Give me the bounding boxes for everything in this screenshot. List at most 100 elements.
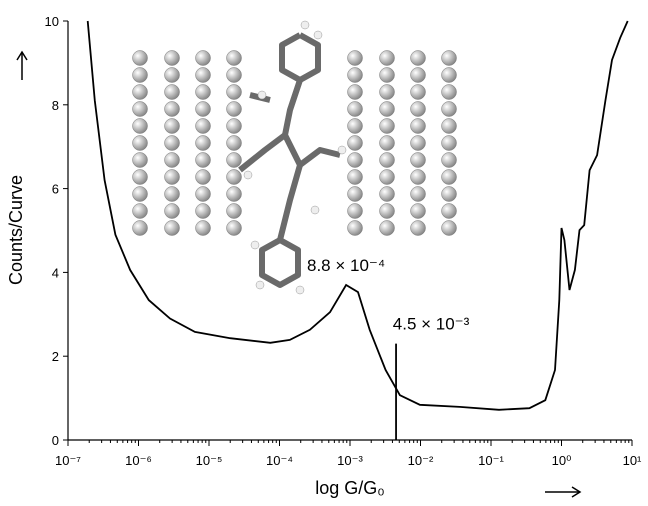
gold-atom	[347, 118, 363, 134]
gold-atom	[195, 152, 211, 168]
gold-atom	[195, 203, 211, 219]
annotation: 8.8 × 10⁻⁴	[307, 256, 385, 275]
hydrogen-atom	[313, 30, 323, 40]
gold-atom	[410, 50, 426, 66]
gold-atom	[379, 67, 395, 83]
gold-atom	[164, 152, 180, 168]
gold-atom	[132, 84, 148, 100]
x-axis-label: log G/G₀	[315, 478, 385, 498]
hydrogen-atom	[295, 285, 305, 295]
gold-atom	[347, 101, 363, 117]
gold-atom	[410, 101, 426, 117]
gold-atom	[195, 135, 211, 151]
gold-atom	[410, 220, 426, 236]
gold-atom	[441, 50, 457, 66]
gold-atom	[195, 101, 211, 117]
gold-atom	[132, 50, 148, 66]
gold-atom	[226, 169, 242, 185]
gold-atom	[347, 135, 363, 151]
gold-atom	[347, 67, 363, 83]
gold-atom	[379, 203, 395, 219]
gold-atom	[132, 186, 148, 202]
gold-atom	[164, 220, 180, 236]
gold-atom	[195, 50, 211, 66]
gold-atom	[164, 118, 180, 134]
y-tick-label: 4	[52, 265, 59, 280]
gold-atom	[441, 135, 457, 151]
gold-atom	[347, 152, 363, 168]
gold-atom	[226, 152, 242, 168]
gold-atom	[379, 118, 395, 134]
gold-atom	[347, 220, 363, 236]
gold-atom	[164, 50, 180, 66]
x-tick-label: 10⁰	[552, 453, 572, 468]
molecule-bond	[298, 147, 341, 168]
gold-atom	[347, 203, 363, 219]
gold-atom	[410, 169, 426, 185]
gold-atom	[226, 50, 242, 66]
gold-atom	[195, 220, 211, 236]
gold-atom	[410, 118, 426, 134]
molecule-bond	[259, 237, 301, 288]
hydrogen-atom	[255, 280, 265, 290]
gold-atom	[379, 50, 395, 66]
molecule-illustration	[132, 20, 457, 295]
hydrogen-atom	[300, 20, 310, 30]
gold-atom	[410, 84, 426, 100]
gold-atom	[132, 118, 148, 134]
gold-atom	[410, 203, 426, 219]
y-tick-label: 10	[45, 14, 59, 29]
annotation: 4.5 × 10⁻³	[393, 315, 470, 334]
gold-atom	[441, 152, 457, 168]
y-axis-label: Counts/Curve	[6, 175, 26, 285]
gold-atom	[226, 67, 242, 83]
gold-atom	[164, 101, 180, 117]
x-tick-label: 10⁻³	[337, 453, 363, 468]
gold-atom	[132, 67, 148, 83]
y-tick-label: 6	[52, 182, 59, 197]
gold-atom	[132, 152, 148, 168]
x-tick-label: 10¹	[623, 453, 642, 468]
gold-atom	[379, 84, 395, 100]
gold-atom	[132, 203, 148, 219]
gold-atom	[226, 84, 242, 100]
gold-atom	[347, 84, 363, 100]
gold-atom	[226, 118, 242, 134]
gold-atom	[441, 67, 457, 83]
gold-atom	[226, 186, 242, 202]
gold-atom	[164, 67, 180, 83]
hydrogen-atom	[257, 90, 267, 100]
gold-atom	[410, 186, 426, 202]
gold-atom	[164, 186, 180, 202]
hydrogen-atom	[243, 170, 253, 180]
gold-atom	[195, 84, 211, 100]
gold-atom	[441, 118, 457, 134]
hydrogen-atom	[250, 240, 260, 250]
molecule-bond	[279, 32, 321, 83]
gold-atom	[441, 101, 457, 117]
gold-atom	[379, 169, 395, 185]
gold-atom	[164, 203, 180, 219]
gold-atom	[226, 220, 242, 236]
gold-atom	[410, 152, 426, 168]
hydrogen-atom	[337, 145, 347, 155]
molecule-bond	[238, 132, 287, 173]
gold-atom	[441, 220, 457, 236]
gold-atom	[410, 135, 426, 151]
gold-atom	[132, 101, 148, 117]
gold-atom	[441, 203, 457, 219]
gold-atom	[195, 169, 211, 185]
y-tick-label: 8	[52, 98, 59, 113]
x-tick-label: 10⁻⁴	[266, 453, 293, 468]
x-arrow	[545, 486, 582, 498]
x-tick-label: 10⁻¹	[478, 453, 504, 468]
gold-atom	[132, 169, 148, 185]
gold-atom	[379, 101, 395, 117]
gold-atom	[441, 169, 457, 185]
data-line	[86, 20, 629, 411]
gold-atom	[226, 135, 242, 151]
x-tick-label: 10⁻⁷	[55, 453, 81, 468]
x-tick-label: 10⁻²	[408, 453, 434, 468]
hydrogen-atom	[310, 205, 320, 215]
y-tick-label: 2	[52, 349, 59, 364]
